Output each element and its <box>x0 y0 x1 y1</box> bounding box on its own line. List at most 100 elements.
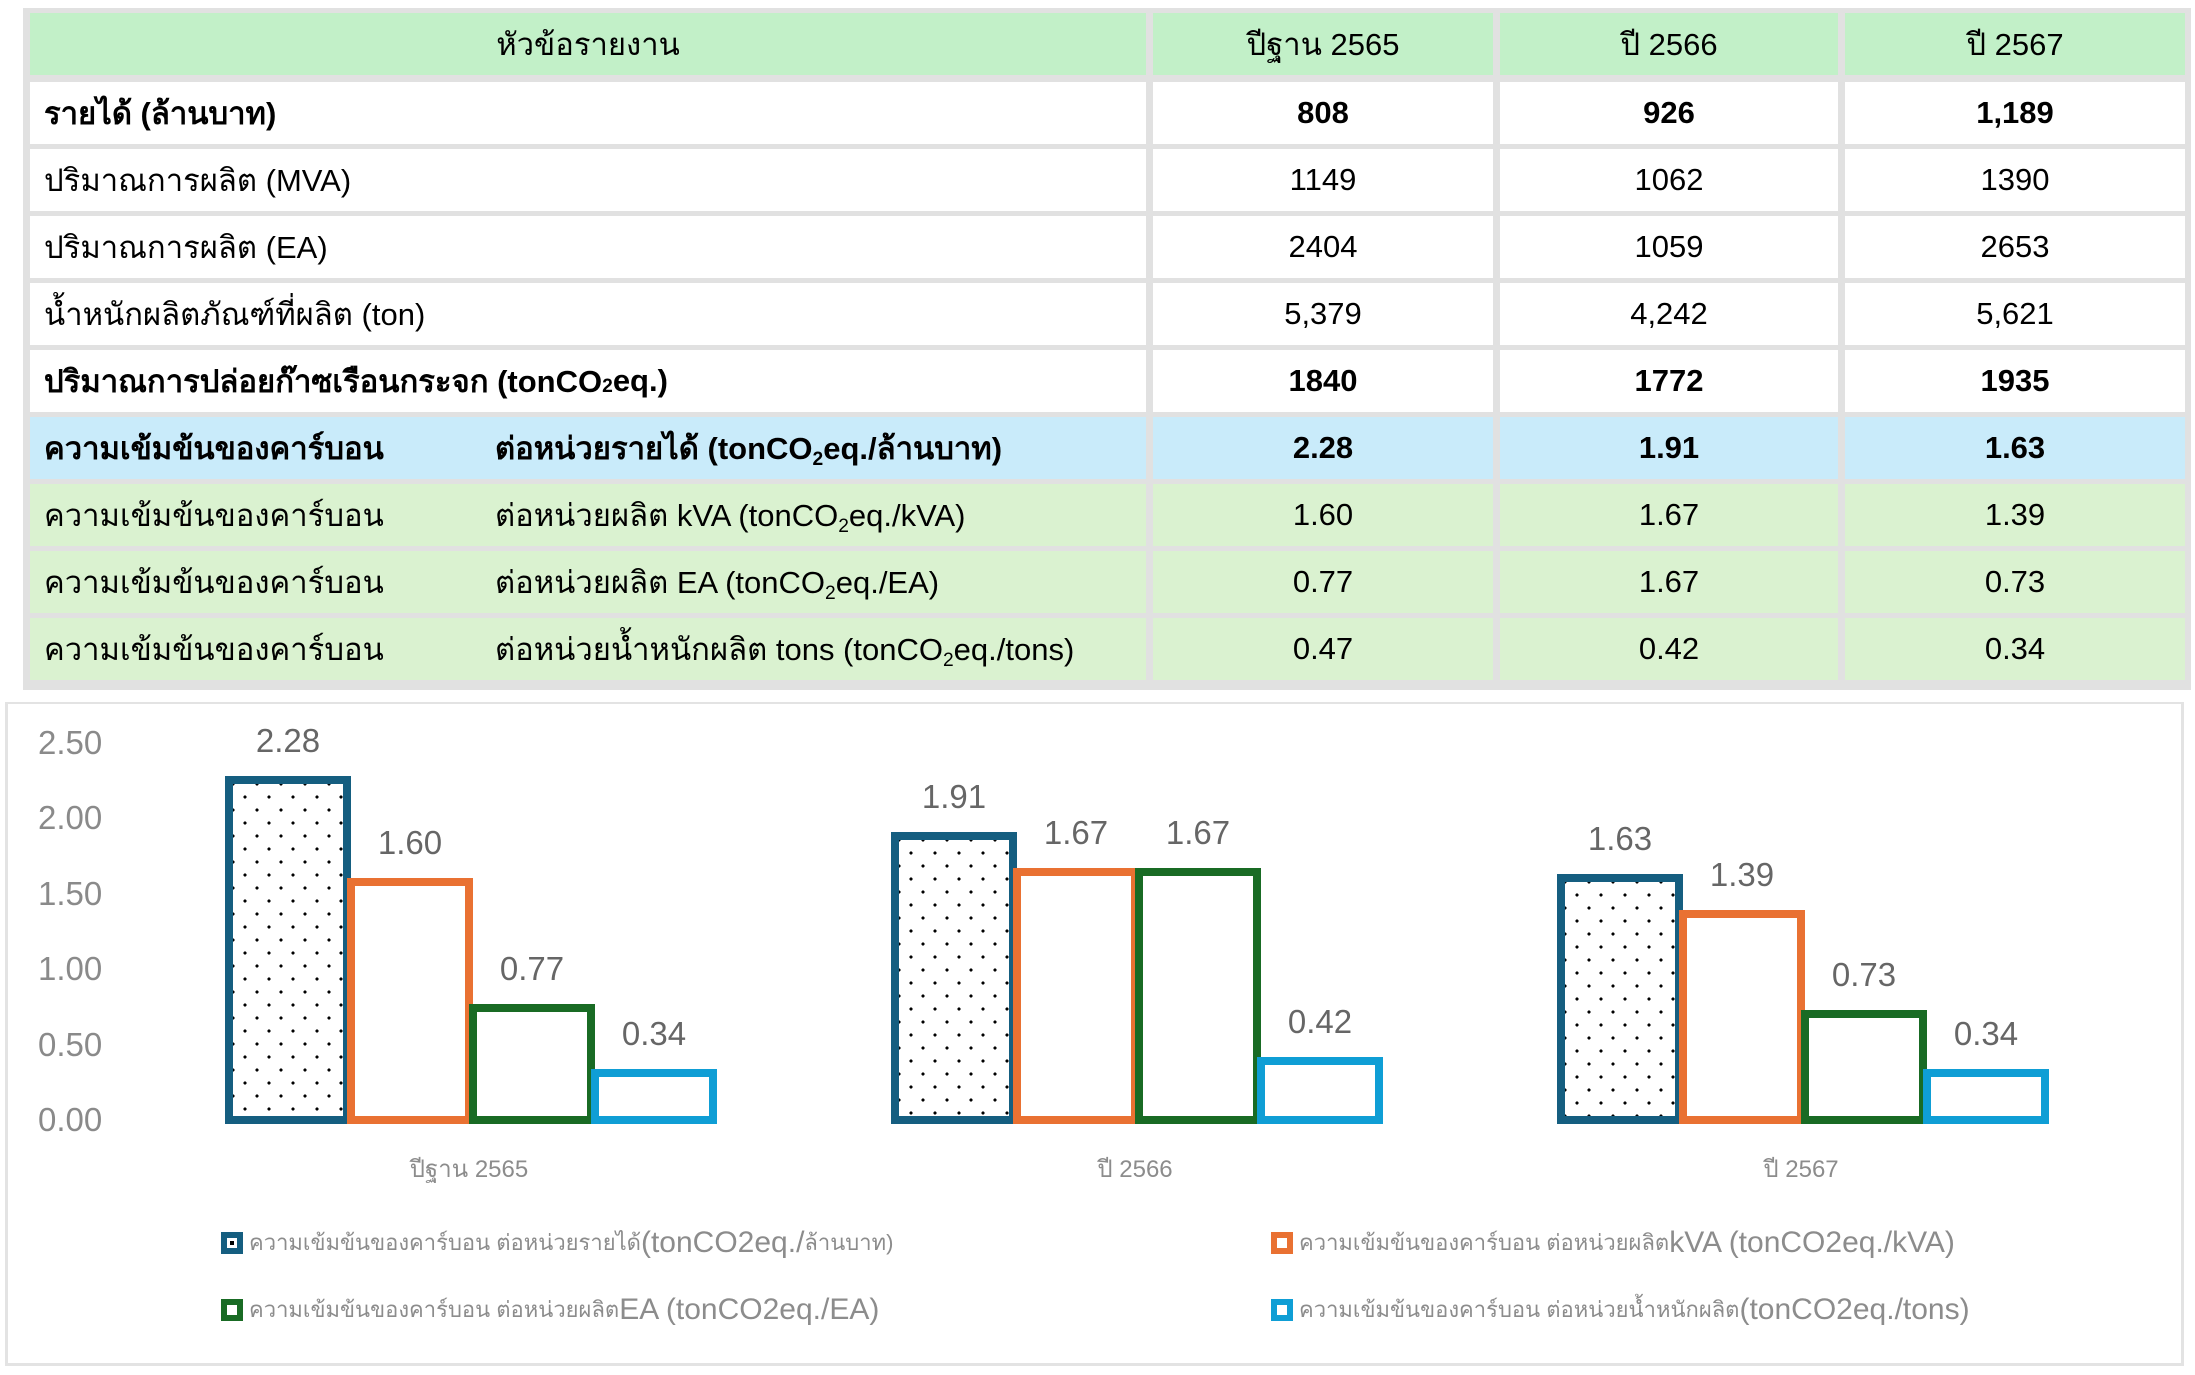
table-cell-value: 1772 <box>1500 350 1838 412</box>
row-sublabel-text: ต่อหน่วยรายได้ (tonCO <box>495 431 813 466</box>
bar-series-3[interactable] <box>469 1004 595 1124</box>
table-cell-value: 0.77 <box>1153 551 1493 613</box>
header-topic: หัวข้อรายงาน <box>30 13 1146 75</box>
table-row-label: ความเข้มข้นของคาร์บอน ต่อหน่วยน้ำหนักผลิต… <box>30 618 1146 680</box>
table-cell-value: 1935 <box>1845 350 2185 412</box>
table-row-label: ปริมาณการผลิต (MVA) <box>30 149 1146 211</box>
legend-text-unit: EA (tonCO2eq./EA) <box>619 1292 880 1326</box>
header-year: ปี 2567 <box>1845 13 2185 75</box>
carbon-intensity-table: หัวข้อรายงาน ปีฐาน 2565 ปี 2566 ปี 2567 รายไ… <box>23 8 2191 690</box>
data-label: 1.63 <box>1587 820 1653 857</box>
table-cell-value: 808 <box>1153 82 1493 144</box>
data-label: 1.60 <box>377 824 443 861</box>
y-axis-tick-label: 2.50 <box>38 723 103 761</box>
data-label: 0.34 <box>621 1015 687 1052</box>
row-label-text: ความเข้มข้นของคาร์บอน <box>44 632 384 667</box>
row-sublabel: ต่อหน่วยผลิต kVA (tonCO2eq./kVA) <box>495 490 966 540</box>
row-label-text: รายได้ (ล้านบาท) <box>44 96 277 131</box>
legend-text: ความเข้มข้นของคาร์บอน ต่อหน่วยรายได้ <box>249 1230 641 1255</box>
row-label-text: ความเข้มข้นของคาร์บอน <box>44 431 384 466</box>
table-cell-value: 926 <box>1500 82 1838 144</box>
y-axis-tick-label: 0.50 <box>38 1025 103 1063</box>
bar-series-4[interactable] <box>591 1069 717 1124</box>
table-row-label: ปริมาณการปล่อยก๊าซเรือนกระจก (tonCO 2 eq.) <box>30 350 1146 412</box>
row-label-text: ความเข้มข้นของคาร์บอน <box>44 498 384 533</box>
header-year: ปี 2566 <box>1500 13 1838 75</box>
x-axis-category-label: ปี 2566 <box>1097 1156 1173 1183</box>
table-row-label: ความเข้มข้นของคาร์บอน ต่อหน่วยรายได้ (ton… <box>30 417 1146 479</box>
table-cell-value: 5,379 <box>1153 283 1493 345</box>
legend-swatch-icon <box>1271 1298 1293 1321</box>
bar-series-2[interactable] <box>1013 868 1139 1124</box>
table-cell-value: 0.34 <box>1845 618 2185 680</box>
table-cell-value: 0.73 <box>1845 551 2185 613</box>
y-axis-tick-label: 1.50 <box>38 874 103 912</box>
legend-text: ความเข้มข้นของคาร์บอน ต่อหน่วยผลิต <box>1299 1230 1670 1255</box>
subscript-2: 2 <box>602 376 613 398</box>
bar-series-1[interactable] <box>1557 874 1683 1124</box>
table-cell-value: 1.67 <box>1500 551 1838 613</box>
row-label-text: ปริมาณการปล่อยก๊าซเรือนกระจก (tonCO <box>44 364 603 399</box>
row-label-text: ปริมาณการผลิต (EA) <box>44 230 328 265</box>
row-sublabel-text: ต่อหน่วยผลิต kVA (tonCO <box>495 498 839 533</box>
bar-series-4[interactable] <box>1257 1057 1383 1124</box>
table-cell-value: 1.39 <box>1845 484 2185 546</box>
legend-item-series-1[interactable]: ความเข้มข้นของคาร์บอน ต่อหน่วยรายได้ (to… <box>221 1225 893 1260</box>
legend-text-end: ล้านบาท) <box>804 1230 894 1255</box>
table-row-label: ปริมาณการผลิต (EA) <box>30 216 1146 278</box>
row-sublabel-text: ต่อหน่วยผลิต EA (tonCO <box>495 565 826 600</box>
legend-swatch-icon <box>1271 1231 1293 1254</box>
bar-series-3[interactable] <box>1135 868 1261 1124</box>
y-axis-tick-label: 2.00 <box>38 799 103 836</box>
bar-series-2[interactable] <box>1679 910 1805 1124</box>
subscript-2: 2 <box>812 449 824 471</box>
table-cell-value: 1390 <box>1845 149 2185 211</box>
bar-series-1[interactable] <box>891 832 1017 1124</box>
row-sublabel-text-end: eq./kVA) <box>848 498 966 533</box>
row-label-text: ความเข้มข้นของคาร์บอน <box>44 565 384 600</box>
x-axis-category-label: ปี 2567 <box>1763 1156 1839 1183</box>
row-label-text: น้ำหนักผลิตภัณฑ์ที่ผลิต (ton) <box>44 297 426 332</box>
legend-swatch-icon <box>221 1231 243 1254</box>
table-cell-value: 4,242 <box>1500 283 1838 345</box>
bar-series-3[interactable] <box>1801 1010 1927 1124</box>
data-label: 1.91 <box>921 778 987 815</box>
table-cell-value: 5,621 <box>1845 283 2185 345</box>
subscript-2: 2 <box>825 583 836 605</box>
bar-series-2[interactable] <box>347 878 473 1124</box>
row-sublabel: ต่อหน่วยรายได้ (tonCO2eq./ล้านบาท) <box>495 423 1002 473</box>
row-sublabel: ต่อหน่วยผลิต EA (tonCO2eq./EA) <box>495 557 939 607</box>
legend-item-series-4[interactable]: ความเข้มข้นของคาร์บอน ต่อหน่วยน้ำหนักผลิ… <box>1271 1292 1970 1327</box>
table-cell-value: 0.42 <box>1500 618 1838 680</box>
table-cell-value: 1062 <box>1500 149 1838 211</box>
row-sublabel-text-end: eq./tons) <box>953 632 1075 667</box>
row-label-text-end: eq.) <box>612 363 668 398</box>
bar-series-4[interactable] <box>1923 1069 2049 1124</box>
table-cell-value: 1.63 <box>1845 417 2185 479</box>
table-cell-value: 0.47 <box>1153 618 1493 680</box>
data-label: 0.34 <box>1953 1015 2019 1052</box>
table-cell-value: 2404 <box>1153 216 1493 278</box>
data-label: 0.73 <box>1831 956 1897 993</box>
data-label: 1.67 <box>1043 814 1109 851</box>
data-label: 1.67 <box>1165 814 1231 851</box>
header-year: ปีฐาน 2565 <box>1153 13 1493 75</box>
table-row-label: น้ำหนักผลิตภัณฑ์ที่ผลิต (ton) <box>30 283 1146 345</box>
data-label: 2.28 <box>255 722 321 759</box>
legend-text-unit: (tonCO2eq./tons) <box>1739 1292 1970 1326</box>
data-label: 0.42 <box>1287 1003 1353 1040</box>
table-cell-value: 1.60 <box>1153 484 1493 546</box>
legend-item-series-3[interactable]: ความเข้มข้นของคาร์บอน ต่อหน่วยผลิต EA (t… <box>221 1292 879 1327</box>
legend-text: ความเข้มข้นของคาร์บอน ต่อหน่วยผลิต <box>249 1297 620 1322</box>
legend-text-unit: (tonCO2eq./ <box>640 1225 805 1259</box>
row-sublabel: ต่อหน่วยน้ำหนักผลิต tons (tonCO2eq./tons… <box>495 624 1074 674</box>
bar-series-1[interactable] <box>225 776 351 1124</box>
table-cell-value: 1,189 <box>1845 82 2185 144</box>
carbon-intensity-bar-chart: 2.50 2.00 1.50 1.00 0.50 0.00 2.28 1.60 0.77 0.34… <box>5 702 2184 1366</box>
table-cell-value: 1059 <box>1500 216 1838 278</box>
table-cell-value: 1149 <box>1153 149 1493 211</box>
subscript-2: 2 <box>942 650 954 672</box>
legend-item-series-2[interactable]: ความเข้มข้นของคาร์บอน ต่อหน่วยผลิต kVA (… <box>1271 1225 1955 1260</box>
subscript-2: 2 <box>838 516 849 538</box>
table-row-label: ความเข้มข้นของคาร์บอน ต่อหน่วยผลิต EA (to… <box>30 551 1146 613</box>
